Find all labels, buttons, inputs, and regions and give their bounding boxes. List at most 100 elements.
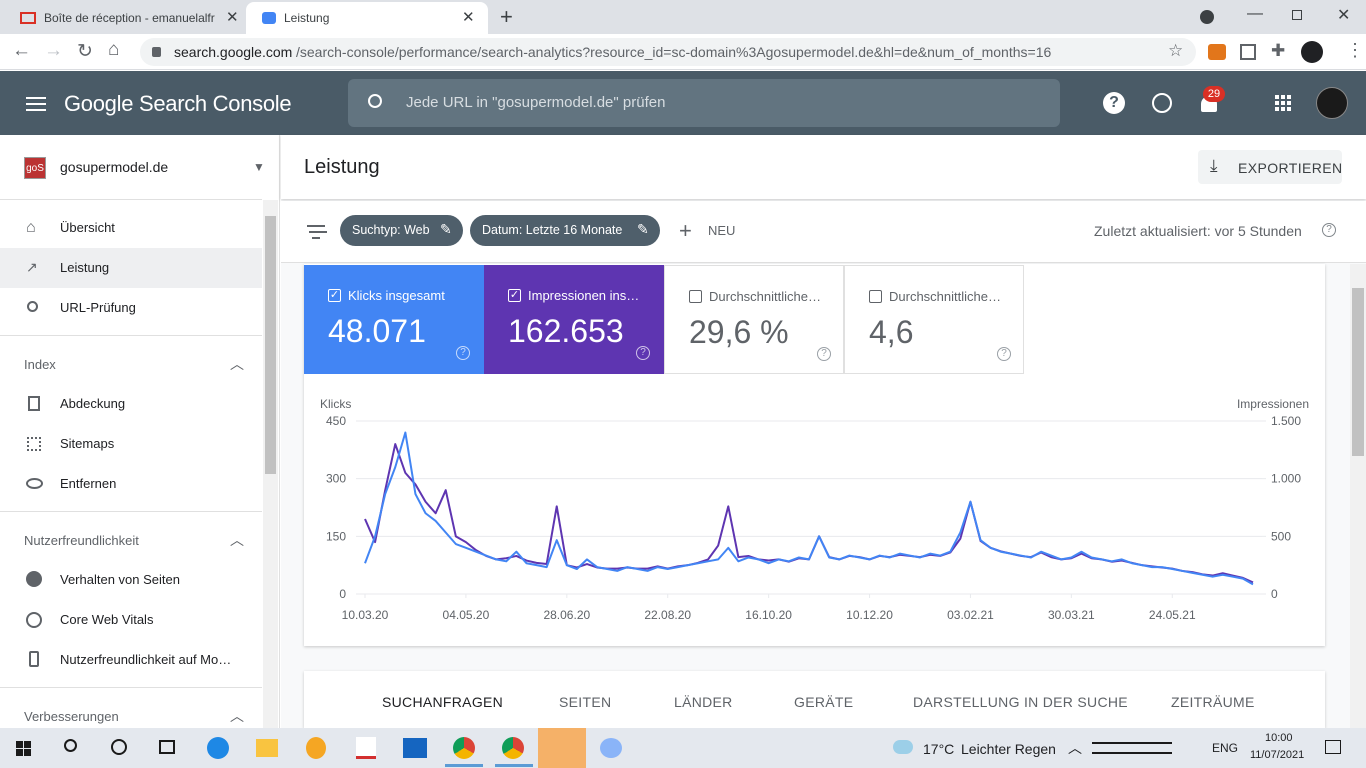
nav-item[interactable]: Nutzerfreundlichkeit auf Mo… xyxy=(60,652,232,667)
tab-close[interactable]: ✕ xyxy=(462,9,475,26)
app-chrome[interactable] xyxy=(502,737,524,759)
new-tab[interactable]: + xyxy=(500,4,513,29)
property-name[interactable]: gosupermodel.de xyxy=(60,159,169,175)
app-chrome[interactable] xyxy=(453,737,475,759)
maximize[interactable] xyxy=(1292,10,1302,20)
tab-title: Leistung xyxy=(284,11,330,25)
nav-item[interactable]: Sitemaps xyxy=(60,436,115,451)
table-tab[interactable]: SEITEN xyxy=(559,694,612,710)
extension[interactable] xyxy=(1240,44,1256,60)
collapse[interactable]: ︿ xyxy=(230,708,244,724)
nav-icon xyxy=(26,571,42,587)
add-icon[interactable]: + xyxy=(679,218,692,243)
table-tab[interactable]: DARSTELLUNG IN DER SUCHE xyxy=(913,694,1128,710)
omnibox[interactable]: search.google.com/search-console/perform… xyxy=(140,38,1196,66)
metric-card[interactable]: Durchschnittliche… 29,6 %? xyxy=(664,265,844,374)
lock-icon xyxy=(152,47,161,57)
filter-icon[interactable] xyxy=(307,225,325,227)
url-inspect-search[interactable]: Jede URL in "gosupermodel.de" prüfen xyxy=(348,79,1060,127)
table-tab[interactable]: SUCHANFRAGEN xyxy=(382,694,504,710)
x-tick-label: 03.02.21 xyxy=(947,608,994,622)
metric-label: Impressionen ins… xyxy=(528,288,640,303)
tray-expand[interactable]: ︿ xyxy=(1068,740,1082,756)
new-filter[interactable]: NEU xyxy=(708,223,736,238)
metric-card[interactable]: Durchschnittliche… 4,6? xyxy=(844,265,1024,374)
menu[interactable]: ⋮ xyxy=(1346,40,1364,60)
weather-text[interactable]: Leichter Regen xyxy=(961,741,1056,757)
nav-item[interactable]: Abdeckung xyxy=(60,396,126,411)
app-explorer[interactable] xyxy=(256,739,278,757)
y2-axis-title: Impressionen xyxy=(1237,397,1309,411)
forward[interactable]: → xyxy=(44,40,63,61)
minimize[interactable]: — xyxy=(1247,5,1263,22)
scroll-thumb[interactable] xyxy=(1352,288,1364,456)
language[interactable]: ENG xyxy=(1212,741,1239,755)
export-button[interactable]: ⤓ EXPORTIEREN xyxy=(1198,150,1342,184)
scroll-thumb[interactable] xyxy=(265,216,276,474)
cortana[interactable] xyxy=(111,739,127,755)
url-path: /search-console/performance/search-analy… xyxy=(296,44,1052,60)
nav-item[interactable]: Leistung xyxy=(60,260,110,275)
profile[interactable] xyxy=(1301,41,1323,63)
metric-help: ? xyxy=(456,346,470,360)
extension[interactable] xyxy=(1208,44,1226,60)
metric-card[interactable]: ✓ Klicks insgesamt 48.071? xyxy=(304,265,484,374)
close-window[interactable]: ✕ xyxy=(1337,7,1351,24)
app-paint[interactable] xyxy=(600,738,622,758)
task-view[interactable] xyxy=(159,740,175,754)
nav-item[interactable]: Entfernen xyxy=(60,476,117,491)
back[interactable]: ← xyxy=(12,40,31,61)
filter-chip[interactable]: Datum: Letzte 16 Monate ✎ xyxy=(470,215,660,246)
table-tab[interactable]: ZEITRÄUME xyxy=(1171,694,1255,710)
page-title: Leistung xyxy=(304,156,380,178)
y-tick-label: 0 xyxy=(339,587,346,601)
reload[interactable]: ↻ xyxy=(77,41,93,62)
tab-active[interactable]: Leistung ✕ xyxy=(246,2,488,34)
y-axis-title: Klicks xyxy=(320,397,351,411)
property-dropdown[interactable]: ▼ xyxy=(253,160,265,174)
nav-item[interactable]: Übersicht xyxy=(60,220,115,235)
filter-chip[interactable]: Suchtyp: Web ✎ xyxy=(340,215,463,246)
nav-item[interactable]: Core Web Vitals xyxy=(60,612,154,627)
sidebar xyxy=(0,135,280,728)
menu-button[interactable] xyxy=(26,97,46,99)
series-line xyxy=(364,443,1254,584)
account[interactable] xyxy=(1316,87,1348,119)
start[interactable] xyxy=(16,741,23,748)
nav-icon xyxy=(26,612,42,628)
weather-temp[interactable]: 17°C xyxy=(923,741,955,757)
table-tab[interactable]: LÄNDER xyxy=(674,694,733,710)
tab-search[interactable] xyxy=(1200,10,1214,24)
x-tick-label: 24.05.21 xyxy=(1149,608,1196,622)
notification-center[interactable] xyxy=(1325,740,1341,754)
y-tick-label: 450 xyxy=(326,414,346,428)
nav-item[interactable]: URL-Prüfung xyxy=(60,300,136,315)
bookmark[interactable]: ☆ xyxy=(1168,41,1184,60)
info[interactable]: ? xyxy=(1322,223,1336,237)
app-adobe[interactable] xyxy=(356,737,376,759)
extensions[interactable]: ✚ xyxy=(1271,41,1286,60)
divider xyxy=(0,687,262,688)
collapse[interactable]: ︿ xyxy=(230,532,244,548)
settings[interactable] xyxy=(1152,93,1172,113)
apps[interactable] xyxy=(1275,95,1279,99)
home[interactable]: ⌂ xyxy=(108,39,120,60)
tab-close[interactable]: ✕ xyxy=(226,9,239,26)
table-tab[interactable]: GERÄTE xyxy=(794,694,854,710)
app-active[interactable] xyxy=(538,728,586,768)
property-icon: goS xyxy=(24,157,46,179)
collapse[interactable]: ︿ xyxy=(230,356,244,372)
help[interactable]: ? xyxy=(1103,92,1125,114)
x-tick-label: 10.12.20 xyxy=(846,608,893,622)
tab[interactable]: Boîte de réception - emanuelalfr ✕ xyxy=(8,4,246,34)
search[interactable] xyxy=(64,739,77,752)
app[interactable] xyxy=(403,738,427,758)
app-edge[interactable] xyxy=(207,737,229,759)
nav-item[interactable]: Verhalten von Seiten xyxy=(60,572,180,587)
metric-card[interactable]: ✓ Impressionen ins… 162.653? xyxy=(484,265,664,374)
clock-date[interactable]: 11/07/2021 xyxy=(1250,749,1305,761)
metric-label: Klicks insgesamt xyxy=(348,288,445,303)
clock-time[interactable]: 10:00 xyxy=(1265,732,1293,744)
app[interactable] xyxy=(306,737,326,759)
notification-badge: 29 xyxy=(1203,86,1225,102)
